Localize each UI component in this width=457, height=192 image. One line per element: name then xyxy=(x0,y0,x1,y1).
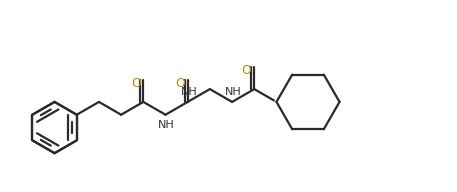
Text: O: O xyxy=(241,64,251,77)
Text: NH: NH xyxy=(181,87,198,97)
Text: O: O xyxy=(175,77,185,90)
Text: NH: NH xyxy=(158,120,175,130)
Text: NH: NH xyxy=(225,87,241,97)
Text: O: O xyxy=(132,77,141,90)
